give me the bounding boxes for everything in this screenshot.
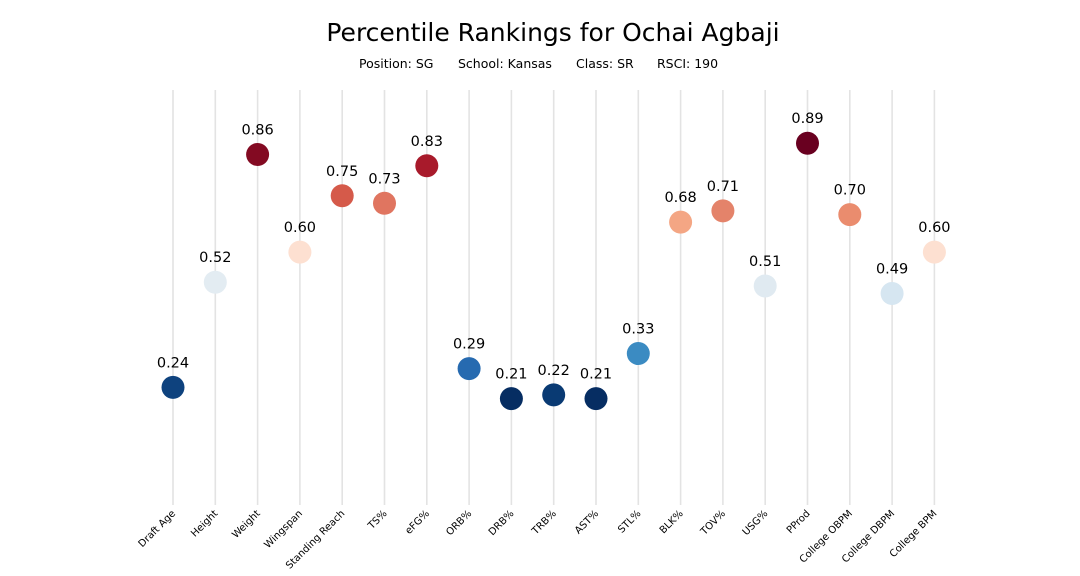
point-blk-pct	[669, 210, 693, 234]
chart-subtitle: Position: SG School: Kansas Class: SR RS…	[359, 56, 718, 71]
point-orb-pct	[457, 357, 481, 381]
value-label-weight: 0.86	[241, 122, 273, 138]
value-label-efg-pct: 0.83	[411, 134, 443, 150]
tick-label-tov-pct: TOV%	[698, 508, 728, 538]
tick-label-trb-pct: TRB%	[530, 508, 559, 537]
value-label-draft-age: 0.24	[157, 355, 189, 371]
tick-label-draft-age: Draft Age	[137, 508, 179, 550]
point-usg-pct	[753, 274, 777, 298]
point-drb-pct	[499, 387, 523, 411]
value-label-college-dbpm: 0.49	[876, 261, 908, 277]
value-label-orb-pct: 0.29	[453, 337, 485, 353]
subtitle-school: School: Kansas	[458, 56, 552, 71]
tick-label-height: Height	[189, 508, 220, 539]
tick-label-ast-pct: AST%	[573, 508, 601, 536]
tick-label-ts-pct: TS%	[366, 508, 390, 532]
point-pprod	[796, 131, 819, 155]
value-label-usg-pct: 0.51	[749, 254, 781, 270]
value-label-drb-pct: 0.21	[495, 367, 527, 383]
point-college-bpm	[922, 240, 946, 264]
point-tov-pct	[711, 199, 735, 223]
value-label-tov-pct: 0.71	[707, 179, 739, 195]
value-label-college-bpm: 0.60	[918, 220, 950, 236]
point-college-obpm	[838, 203, 862, 227]
value-label-college-obpm: 0.70	[834, 183, 866, 199]
tick-label-efg-pct: eFG%	[404, 508, 432, 536]
tick-label-stl-pct: STL%	[616, 508, 643, 535]
subtitle-class: Class: SR	[576, 56, 634, 71]
value-label-trb-pct: 0.22	[538, 363, 570, 379]
value-label-pprod: 0.89	[791, 111, 823, 127]
value-label-wingspan: 0.60	[284, 220, 316, 236]
tick-label-usg-pct: USG%	[741, 508, 771, 538]
point-trb-pct	[542, 383, 566, 407]
value-label-ast-pct: 0.21	[580, 367, 612, 383]
tick-label-weight: Weight	[230, 508, 262, 540]
point-college-dbpm	[880, 281, 904, 305]
value-label-standing-reach: 0.75	[326, 164, 358, 180]
point-weight	[246, 142, 270, 166]
point-standing-reach	[330, 184, 354, 208]
point-height	[203, 270, 227, 294]
subtitle-position: Position: SG	[359, 56, 433, 71]
point-draft-age	[161, 375, 185, 399]
subtitle-rsci: RSCI: 190	[657, 56, 718, 71]
tick-label-blk-pct: BLK%	[658, 508, 686, 536]
tick-label-pprod: PProd	[785, 508, 813, 536]
tick-label-wingspan: Wingspan	[262, 508, 305, 551]
value-label-stl-pct: 0.33	[622, 322, 654, 338]
plot-area: 0.24 Draft Age 0.52 Height 0.86 Weight 0.60 Win…	[137, 90, 951, 572]
value-label-ts-pct: 0.73	[368, 171, 400, 187]
point-wingspan	[288, 240, 312, 264]
point-ts-pct	[373, 191, 396, 215]
chart-title: Percentile Rankings for Ochai Agbaji	[326, 18, 779, 47]
tick-label-drb-pct: DRB%	[487, 508, 517, 538]
point-stl-pct	[626, 342, 650, 366]
value-label-blk-pct: 0.68	[664, 190, 696, 206]
tick-label-orb-pct: ORB%	[444, 508, 474, 538]
point-ast-pct	[584, 387, 608, 411]
point-efg-pct	[415, 154, 439, 178]
value-label-height: 0.52	[199, 250, 231, 266]
